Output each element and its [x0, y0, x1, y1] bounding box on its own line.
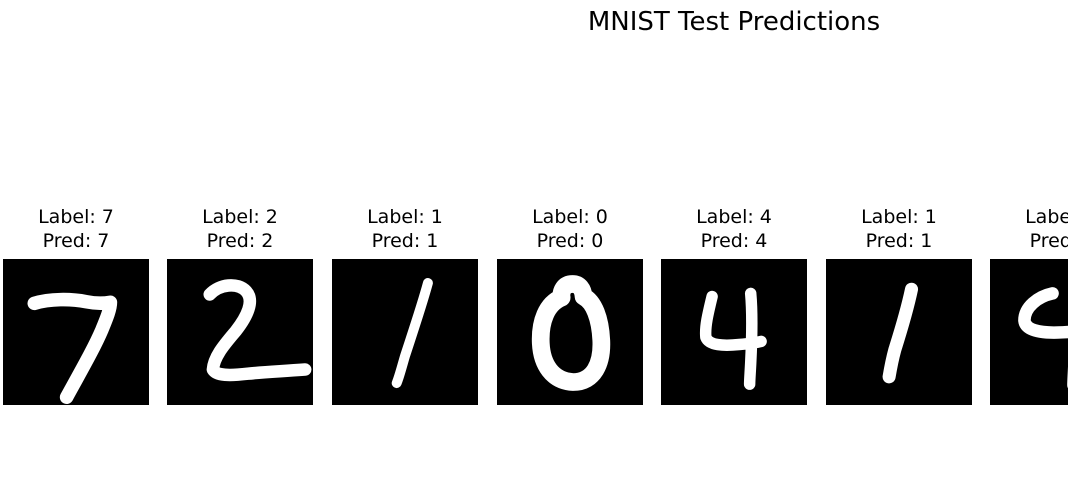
sample-panel-1: Label: 7 Pred: 7 — [3, 205, 149, 405]
sample-caption: Label: 2 Pred: 2 — [167, 205, 313, 253]
digit-4-image — [699, 287, 767, 390]
true-label: Label: 2 — [202, 206, 278, 228]
sample-caption: Label: 7 Pred: 7 — [3, 205, 149, 253]
digit-2-image — [203, 279, 312, 382]
sample-panel-4: Label: 0 Pred: 0 — [497, 205, 643, 405]
digit-image — [167, 259, 313, 405]
digit-image — [497, 259, 643, 405]
true-label: Label: 1 — [861, 206, 937, 228]
digit-image — [332, 259, 478, 405]
digit-image — [826, 259, 972, 405]
digit-1-image — [882, 282, 919, 384]
digit-4-image — [1018, 287, 1068, 389]
sample-panel-7: Label: 4 Pred: 4 — [990, 205, 1068, 405]
sample-panel-3: Label: 1 Pred: 1 — [332, 205, 478, 405]
digit-image — [661, 259, 807, 405]
digit-0-image — [531, 275, 611, 391]
digit-1-image — [391, 278, 433, 389]
predicted-label: Pred: 4 — [700, 230, 768, 252]
predicted-label: Pred: 0 — [536, 230, 604, 252]
true-label: Label: 4 — [696, 206, 772, 228]
digit-image — [3, 259, 149, 405]
predicted-label: Pred: 4 — [1029, 230, 1068, 252]
sample-panel-2: Label: 2 Pred: 2 — [167, 205, 313, 405]
digit-7-image — [27, 292, 118, 404]
true-label: Label: 7 — [38, 206, 114, 228]
predicted-label: Pred: 1 — [371, 230, 439, 252]
predicted-label: Pred: 7 — [42, 230, 110, 252]
sample-caption: Label: 4 Pred: 4 — [990, 205, 1068, 253]
true-label: Label: 4 — [1025, 206, 1068, 228]
digit-image — [990, 259, 1068, 405]
sample-caption: Label: 1 Pred: 1 — [332, 205, 478, 253]
figure-title: MNIST Test Predictions — [587, 7, 881, 37]
true-label: Label: 0 — [532, 206, 608, 228]
sample-caption: Label: 4 Pred: 4 — [661, 205, 807, 253]
sample-caption: Label: 1 Pred: 1 — [826, 205, 972, 253]
predicted-label: Pred: 2 — [206, 230, 274, 252]
sample-caption: Label: 0 Pred: 0 — [497, 205, 643, 253]
sample-panel-5: Label: 4 Pred: 4 — [661, 205, 807, 405]
true-label: Label: 1 — [367, 206, 443, 228]
sample-panel-6: Label: 1 Pred: 1 — [826, 205, 972, 405]
predicted-label: Pred: 1 — [865, 230, 933, 252]
